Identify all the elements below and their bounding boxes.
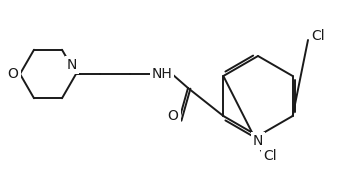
Text: Cl: Cl (311, 29, 325, 43)
Text: O: O (168, 109, 178, 123)
Text: N: N (67, 58, 77, 72)
Text: O: O (7, 67, 19, 81)
Text: Cl: Cl (263, 149, 277, 163)
Text: N: N (253, 134, 263, 148)
Text: NH: NH (152, 67, 172, 81)
